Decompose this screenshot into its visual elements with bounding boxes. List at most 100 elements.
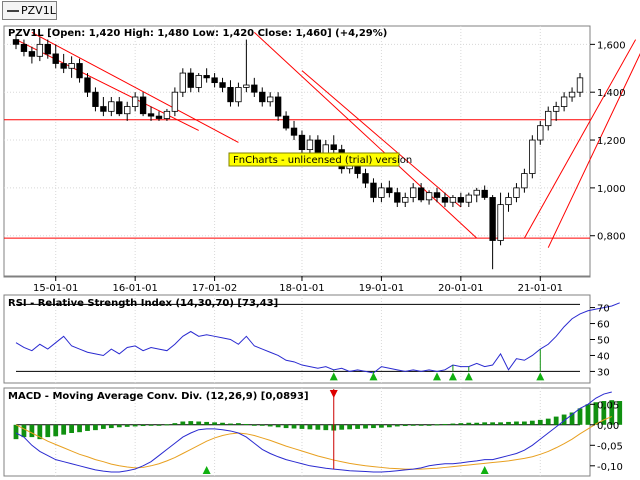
buy-signal-arrow (448, 372, 457, 381)
candle-body (179, 72, 186, 93)
candle-body (76, 63, 83, 79)
macd-histogram-bar (100, 424, 106, 429)
candle-body (290, 127, 298, 136)
macd-histogram-bar (458, 423, 464, 425)
macd-histogram-bar (402, 424, 408, 427)
candle-body (425, 192, 433, 201)
candle-body (84, 77, 91, 93)
macd-histogram-bar (140, 424, 146, 427)
candle-body (92, 91, 99, 107)
x-tick-label: 16-01-01 (112, 283, 157, 294)
macd-histogram-bar (498, 422, 503, 425)
candle-body (211, 77, 218, 84)
candle-body (537, 125, 544, 141)
symbol-tab[interactable]: PZV1L (2, 1, 57, 20)
macd-histogram-bar (116, 424, 122, 428)
candle-body (306, 139, 314, 151)
macd-histogram-bar (450, 423, 456, 425)
macd-histogram-bar (236, 423, 241, 425)
candle-body (330, 144, 337, 151)
candle-body (386, 187, 393, 194)
x-tick-label: 18-01-01 (279, 283, 324, 294)
macd-histogram-bar (522, 421, 527, 425)
macd-histogram-bar (418, 424, 424, 426)
candle-body (568, 91, 576, 98)
candle-body (282, 115, 290, 129)
macd-histogram-bar (545, 418, 551, 425)
macd-histogram-bar (593, 402, 599, 425)
macd-histogram-bar (379, 424, 384, 428)
candle-body (394, 192, 401, 203)
macd-histogram-bar (93, 424, 98, 431)
candle-body (100, 106, 107, 112)
candle-body (251, 84, 258, 93)
macd-histogram-bar (347, 424, 353, 430)
x-tick-label: 15-01-01 (33, 283, 78, 294)
candle-body (370, 182, 377, 198)
macd-y-tick-label: 0,05 (597, 400, 619, 411)
macd-histogram-bar (132, 424, 138, 427)
trend-line (253, 32, 478, 239)
candle-body (449, 197, 457, 203)
rsi-y-tick-label: 30 (597, 367, 610, 378)
macd-title: MACD - Moving Average Conv. Div. (12,26,… (8, 391, 309, 402)
macd-histogram-bar (188, 421, 194, 425)
candle-body (259, 91, 266, 103)
macd-line (15, 391, 612, 473)
y-tick-label: 1,400 (597, 88, 626, 99)
candle-body (410, 187, 417, 198)
candle-body (116, 101, 123, 115)
candle-body (163, 110, 171, 119)
candle-body (298, 134, 306, 151)
macd-histogram-bar (204, 421, 210, 425)
candle-body (473, 189, 480, 196)
macd-histogram-bar (466, 422, 472, 425)
watermark-text: FnCharts - unlicensed (trial) version (233, 155, 412, 166)
macd-histogram-bar (569, 412, 575, 425)
macd-histogram-bar (601, 401, 607, 425)
macd-histogram-bar (514, 421, 519, 425)
macd-histogram-bar (220, 422, 225, 425)
macd-histogram-bar (275, 424, 281, 428)
candle-body (529, 139, 536, 174)
rsi-series-line (15, 302, 620, 374)
candle-body (497, 204, 504, 241)
macd-histogram-bar (299, 424, 305, 429)
macd-histogram-bar (474, 422, 480, 425)
macd-histogram-bar (426, 424, 432, 426)
candle-body (378, 187, 385, 198)
candle-body (521, 173, 528, 189)
candle-body (108, 101, 115, 112)
macd-histogram-bar (506, 421, 511, 425)
macd-y-tick-label: -0,10 (597, 462, 623, 473)
candle-body (267, 96, 274, 103)
macd-histogram-bar (339, 424, 345, 430)
macd-histogram-bar (37, 424, 43, 440)
macd-histogram-bar (291, 424, 297, 429)
candle-body (441, 197, 449, 203)
macd-histogram-bar (180, 421, 186, 425)
macd-histogram-bar (228, 423, 233, 425)
candle-body (187, 72, 194, 88)
buy-signal-arrow (202, 466, 211, 474)
x-tick-label: 21-01-01 (518, 283, 563, 294)
macd-histogram-bar (164, 424, 170, 426)
buy-signal-arrow (369, 372, 378, 381)
macd-histogram-bar (609, 400, 615, 425)
candle-body (124, 106, 131, 115)
candle-body (155, 115, 163, 119)
x-tick-label: 17-01-02 (192, 283, 237, 294)
macd-histogram-bar (172, 423, 178, 425)
trend-line (31, 31, 239, 143)
x-tick-label: 19-01-01 (359, 283, 404, 294)
sell-signal-arrow (329, 390, 338, 398)
macd-histogram-bar (53, 424, 59, 437)
macd-histogram-bar (13, 424, 19, 440)
macd-histogram-bar (561, 414, 567, 425)
candle-body (362, 173, 369, 184)
macd-histogram-bar (124, 424, 130, 427)
candle-body (68, 63, 75, 69)
rsi-title: RSI - Relative Strength Index (14,30,70)… (8, 298, 278, 309)
candle-body (552, 106, 560, 112)
